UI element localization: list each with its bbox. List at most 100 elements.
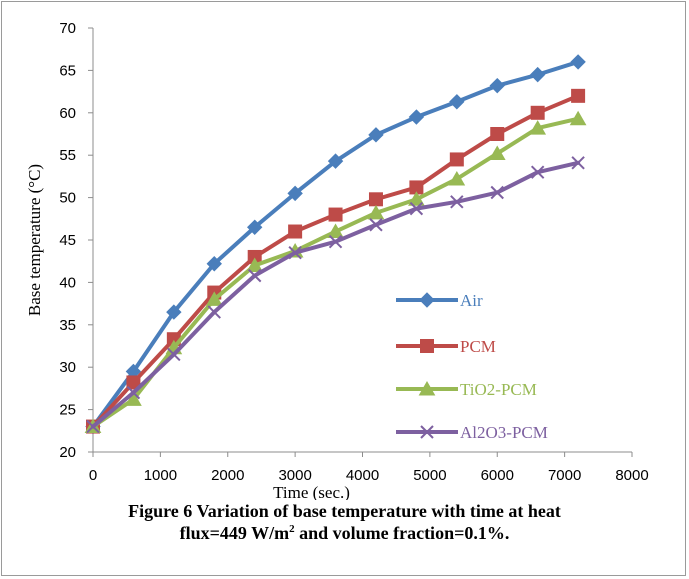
y-axis-title: Base temperature (°C): [25, 164, 44, 316]
data-point-al2o3-pcm-stroke-b: [409, 201, 424, 216]
line-chart: 20 25 30 35 40 45 50 55 60 65 70 0 1000 2000 3000 4000 5…: [25, 20, 649, 500]
axes: 20 25 30 35 40 45 50 55 60 65 70 0 1000 2000 3000 4000 5…: [25, 20, 649, 500]
series-air: [85, 54, 586, 435]
x-tick-label: 7000: [548, 467, 581, 484]
caption-line-2-suffix: and volume fraction=0.1%.: [294, 523, 510, 543]
x-tick-label: 0: [89, 467, 97, 484]
caption-line-2-prefix: flux=449 W/m: [179, 523, 290, 543]
data-point-pcm: [490, 127, 505, 141]
y-tick-label: 60: [59, 105, 76, 122]
data-point-al2o3-pcm: [530, 165, 545, 179]
y-tick-label: 40: [59, 274, 76, 291]
data-point-al2o3-pcm-stroke-b: [86, 419, 100, 434]
data-point-al2o3-pcm-stroke-b: [247, 268, 262, 283]
data-point-al2o3-pcm: [247, 268, 262, 283]
data-point-al2o3-pcm: [490, 185, 504, 200]
data-point-air: [408, 109, 425, 125]
data-point-al2o3-pcm-stroke-b: [288, 246, 302, 260]
data-point-al2o3-pcm-stroke-b: [450, 195, 464, 209]
legend-label: Air: [460, 291, 483, 310]
data-point-pcm: [328, 207, 343, 222]
caption-line-2: flux=449 W/m2 and volume fraction=0.1%.: [0, 522, 689, 544]
data-point-air: [246, 219, 263, 235]
legend-swatch-marker: [419, 292, 435, 308]
x-tick-label: 4000: [346, 467, 379, 484]
data-point-al2o3-pcm: [571, 156, 585, 170]
legend-label: TiO2-PCM: [460, 380, 537, 399]
series-line-pcm: [91, 93, 581, 429]
caption-superscript: 2: [289, 523, 295, 535]
data-point-tio2-pcm: [569, 110, 587, 126]
data-point-air: [529, 66, 546, 83]
legend-label: PCM: [460, 337, 496, 356]
y-tick-label: 30: [59, 359, 76, 376]
y-tick-label: 70: [59, 20, 76, 37]
legend-label: Al2O3-PCM: [460, 423, 548, 442]
data-point-air: [489, 77, 505, 94]
data-point-pcm: [288, 224, 303, 239]
legend-swatch-marker: [420, 425, 434, 439]
data-point-tio2-pcm: [448, 170, 466, 186]
data-point-air: [287, 185, 303, 202]
data-point-al2o3-pcm: [288, 246, 302, 260]
series-al2o3-pcm: [86, 156, 585, 434]
data-point-tio2-pcm: [367, 204, 385, 220]
legend: Air PCM TiO2-PCM Al2O3-PCM: [396, 291, 548, 442]
data-point-al2o3-pcm-stroke-b: [126, 385, 141, 400]
data-point-al2o3-pcm: [126, 385, 141, 400]
y-tick-label: 55: [59, 147, 76, 164]
data-point-al2o3-pcm-stroke-b: [530, 165, 545, 179]
data-point-air: [570, 54, 586, 70]
data-point-al2o3-pcm-stroke-b: [571, 156, 585, 170]
series-tio2-pcm: [84, 110, 587, 434]
data-point-al2o3-pcm: [409, 201, 424, 216]
x-tick-label: 2000: [211, 467, 244, 484]
x-tick-label: 1000: [144, 467, 177, 484]
x-tick-label: 3000: [278, 467, 311, 484]
data-point-pcm: [530, 105, 545, 120]
x-tick-label: 8000: [615, 467, 648, 484]
data-point-al2o3-pcm: [369, 218, 383, 232]
data-point-al2o3-pcm: [450, 195, 464, 209]
data-point-pcm: [449, 152, 464, 167]
data-point-tio2-pcm: [529, 120, 547, 135]
legend-item-air: Air: [396, 291, 483, 310]
data-point-air: [368, 127, 384, 143]
data-point-tio2-pcm: [246, 257, 264, 272]
legend-swatch-marker: [420, 339, 434, 353]
y-tick-label: 35: [59, 317, 76, 334]
legend-swatch-marker: [418, 380, 436, 396]
data-point-al2o3-pcm-stroke-b: [490, 185, 504, 200]
data-point-air: [166, 304, 182, 320]
x-tick-label: 6000: [481, 467, 514, 484]
data-point-al2o3-pcm-stroke-b: [369, 218, 383, 232]
legend-swatch-marker-stroke-b: [420, 425, 434, 439]
data-point-air: [206, 256, 222, 272]
series-line-air: [91, 59, 581, 429]
data-point-pcm: [571, 88, 586, 103]
y-tick-label: 65: [59, 62, 76, 79]
legend-item-al2o3-pcm: Al2O3-PCM: [396, 423, 548, 442]
data-point-tio2-pcm: [125, 391, 142, 406]
y-tick-label: 50: [59, 190, 76, 207]
x-axis-title: Time (sec.): [273, 483, 350, 500]
data-point-pcm: [368, 192, 383, 207]
series-pcm: [86, 88, 586, 434]
figure-caption: Figure 6 Variation of base temperature w…: [0, 500, 689, 544]
data-point-al2o3-pcm-stroke-b: [207, 305, 221, 319]
data-point-al2o3-pcm: [167, 347, 181, 362]
y-tick-label: 20: [59, 444, 76, 461]
data-point-al2o3-pcm: [86, 419, 100, 434]
data-point-air: [449, 94, 465, 110]
data-point-tio2-pcm: [408, 191, 425, 206]
y-tick-label: 45: [59, 232, 76, 249]
data-point-air: [327, 153, 344, 169]
legend-item-tio2-pcm: TiO2-PCM: [396, 380, 537, 399]
x-tick-label: 5000: [413, 467, 446, 484]
y-tick-label: 25: [59, 402, 76, 419]
data-point-tio2-pcm: [205, 291, 223, 306]
legend-item-pcm: PCM: [396, 337, 496, 356]
data-point-al2o3-pcm: [207, 305, 221, 319]
data-point-tio2-pcm: [488, 145, 506, 161]
